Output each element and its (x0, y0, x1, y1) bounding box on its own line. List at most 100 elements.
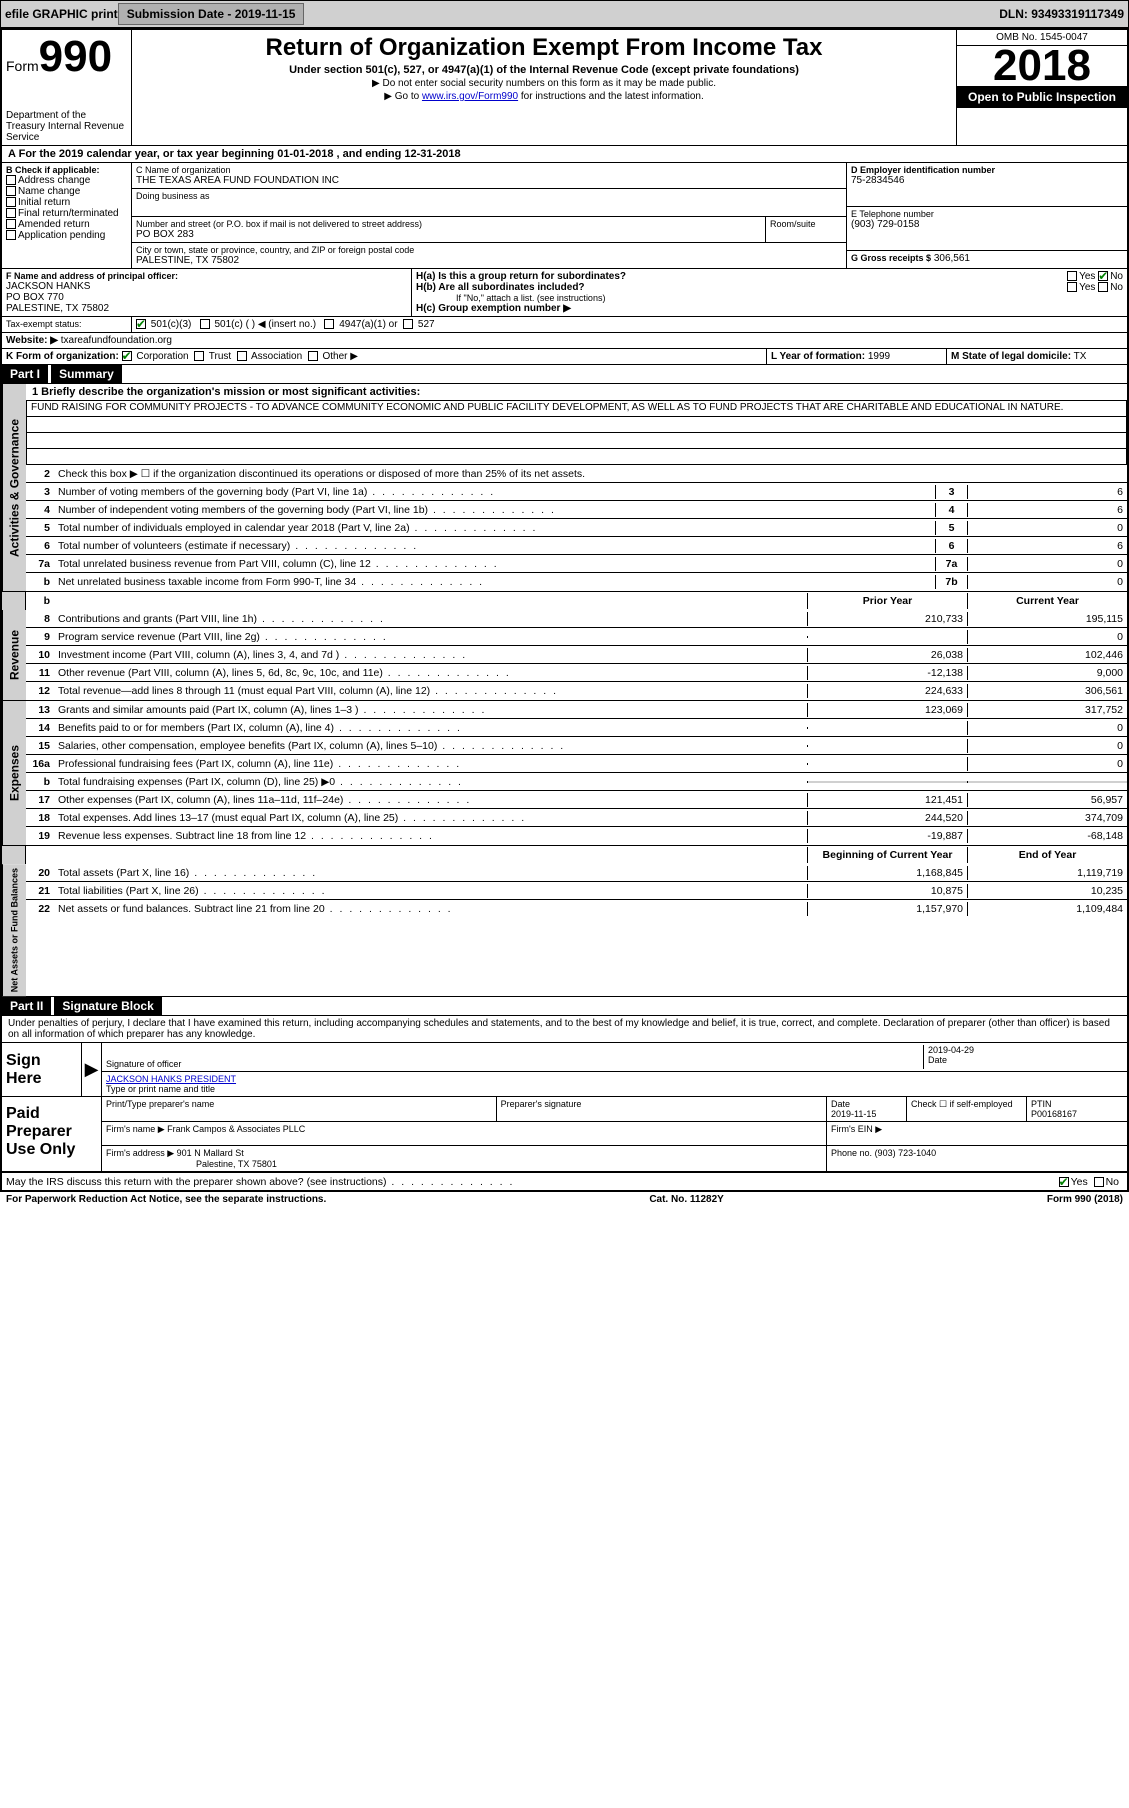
line-row: 22Net assets or fund balances. Subtract … (26, 900, 1127, 918)
hb-note: If "No," attach a list. (see instruction… (416, 293, 1123, 303)
efile-label: efile GRAPHIC print (5, 7, 118, 21)
boxm-label: M State of legal domicile: (951, 351, 1071, 362)
note2-post: for instructions and the latest informat… (518, 91, 704, 102)
expense-lines: 13Grants and similar amounts paid (Part … (26, 701, 1127, 845)
form-title: Return of Organization Exempt From Incom… (136, 34, 952, 62)
part1-header: Part I Summary (2, 365, 1127, 384)
501c-check[interactable] (200, 319, 210, 329)
officer-name: JACKSON HANKS (6, 281, 407, 292)
firm-phone: (903) 723-1040 (875, 1148, 937, 1158)
pending-label: Application pending (18, 230, 105, 241)
opt-501c3: 501(c)(3) (151, 319, 192, 330)
website-value: txareafundfoundation.org (61, 335, 172, 346)
period-text: For the 2019 calendar year, or tax year … (19, 148, 461, 160)
assoc-check[interactable] (237, 351, 247, 361)
revenue-section: Revenue 8Contributions and grants (Part … (2, 610, 1127, 701)
check-address-change[interactable]: Address change (6, 175, 127, 186)
ein-value: 75-2834546 (851, 175, 1123, 186)
top-bar: efile GRAPHIC print Submission Date - 20… (0, 0, 1129, 28)
year-formation: 1999 (868, 351, 890, 362)
form-org-row: K Form of organization: Corporation Trus… (2, 349, 1127, 365)
trust-check[interactable] (194, 351, 204, 361)
officer-label: F Name and address of principal officer: (6, 271, 407, 281)
corp-check[interactable] (122, 351, 132, 361)
line-row: 4Number of independent voting members of… (26, 501, 1127, 519)
line-row: 13Grants and similar amounts paid (Part … (26, 701, 1127, 719)
hdr-end: End of Year (967, 847, 1127, 863)
box-deg: D Employer identification number 75-2834… (847, 163, 1127, 268)
hdr-beginning: Beginning of Current Year (807, 847, 967, 863)
mission-blank3 (27, 449, 1126, 465)
hdr-current-year: Current Year (967, 593, 1127, 609)
officer-name-link[interactable]: JACKSON HANKS PRESIDENT (106, 1074, 1123, 1084)
line-row: bTotal fundraising expenses (Part IX, co… (26, 773, 1127, 791)
dept-label: Department of the Treasury Internal Reve… (6, 110, 127, 143)
opt-other: Other ▶ (322, 351, 357, 362)
dba-label: Doing business as (136, 191, 842, 201)
box-f: F Name and address of principal officer:… (2, 269, 412, 316)
submission-date-btn[interactable]: Submission Date - 2019-11-15 (118, 3, 305, 25)
initial-return-label: Initial return (18, 197, 70, 208)
line-row: 12Total revenue—add lines 8 through 11 (… (26, 682, 1127, 700)
vtab-net-assets: Net Assets or Fund Balances (2, 864, 26, 996)
room-label: Room/suite (766, 217, 846, 242)
501c3-check[interactable] (136, 319, 146, 329)
amended-label: Amended return (18, 219, 90, 230)
preparer-body: Print/Type preparer's name Preparer's si… (102, 1097, 1127, 1171)
form-number-text: 990 (39, 32, 112, 81)
box-h: H(a) Is this a group return for subordin… (412, 269, 1127, 316)
firm-name-label: Firm's name ▶ (106, 1124, 165, 1134)
discuss-no-check[interactable] (1094, 1177, 1104, 1187)
check-amended[interactable]: Amended return (6, 219, 127, 230)
expenses-section: Expenses 13Grants and similar amounts pa… (2, 701, 1127, 846)
irs-link[interactable]: www.irs.gov/Form990 (422, 91, 518, 102)
line-row: 10Investment income (Part VIII, column (… (26, 646, 1127, 664)
line-row: 11Other revenue (Part VIII, column (A), … (26, 664, 1127, 682)
vtab-revenue: Revenue (2, 610, 26, 700)
officer-addr2: PALESTINE, TX 75802 (6, 303, 407, 314)
header-left: Form990 Department of the Treasury Inter… (2, 30, 132, 145)
line2-text: Check this box ▶ ☐ if the organization d… (54, 467, 1127, 481)
paid-preparer-section: Paid Preparer Use Only Print/Type prepar… (2, 1097, 1127, 1172)
part2-label: Part II (2, 997, 51, 1015)
check-name-change[interactable]: Name change (6, 186, 127, 197)
check-initial-return[interactable]: Initial return (6, 197, 127, 208)
discuss-yes-check[interactable] (1059, 1177, 1069, 1187)
527-check[interactable] (403, 319, 413, 329)
final-return-label: Final return/terminated (18, 208, 119, 219)
net-lines: 20Total assets (Part X, line 16)1,168,84… (26, 864, 1127, 996)
ptin-label: PTIN (1031, 1099, 1123, 1109)
ha-yes-check[interactable] (1067, 271, 1077, 281)
mission-text: FUND RAISING FOR COMMUNITY PROJECTS - TO… (27, 401, 1126, 417)
form-wrapper: Form990 Department of the Treasury Inter… (0, 28, 1129, 1192)
ha-no-check[interactable] (1098, 271, 1108, 281)
sign-body: Signature of officer 2019-04-29 Date JAC… (102, 1043, 1127, 1096)
hb-no-check[interactable] (1098, 282, 1108, 292)
check-final-return[interactable]: Final return/terminated (6, 208, 127, 219)
addr-change-label: Address change (18, 175, 90, 186)
governance-section: Activities & Governance 1 Briefly descri… (2, 384, 1127, 592)
line-row: 15Salaries, other compensation, employee… (26, 737, 1127, 755)
info-row-1: B Check if applicable: Address change Na… (2, 163, 1127, 269)
note2-pre: ▶ Go to (384, 91, 422, 102)
boxk-label: K Form of organization: (6, 351, 119, 362)
firm-addr-label: Firm's address ▶ (106, 1148, 174, 1158)
part1-title: Summary (51, 365, 122, 383)
4947-check[interactable] (324, 319, 334, 329)
other-check[interactable] (308, 351, 318, 361)
box-b-title: B Check if applicable: (6, 165, 127, 175)
check-pending[interactable]: Application pending (6, 230, 127, 241)
info-row-2: F Name and address of principal officer:… (2, 269, 1127, 317)
website-label: Website: ▶ (6, 335, 58, 346)
officer-name-label: Type or print name and title (106, 1084, 1123, 1094)
form-number: Form990 (6, 32, 127, 82)
opt-trust: Trust (209, 351, 231, 362)
hb-yes-check[interactable] (1067, 282, 1077, 292)
form-note1: ▶ Do not enter social security numbers o… (136, 78, 952, 89)
footer: For Paperwork Reduction Act Notice, see … (0, 1192, 1129, 1207)
name-change-label: Name change (18, 186, 80, 197)
prep-sig-label: Preparer's signature (497, 1097, 827, 1121)
line-row: 20Total assets (Part X, line 16)1,168,84… (26, 864, 1127, 882)
mission-box: FUND RAISING FOR COMMUNITY PROJECTS - TO… (26, 400, 1127, 465)
dln-label: DLN: 93493319117349 (999, 7, 1124, 21)
